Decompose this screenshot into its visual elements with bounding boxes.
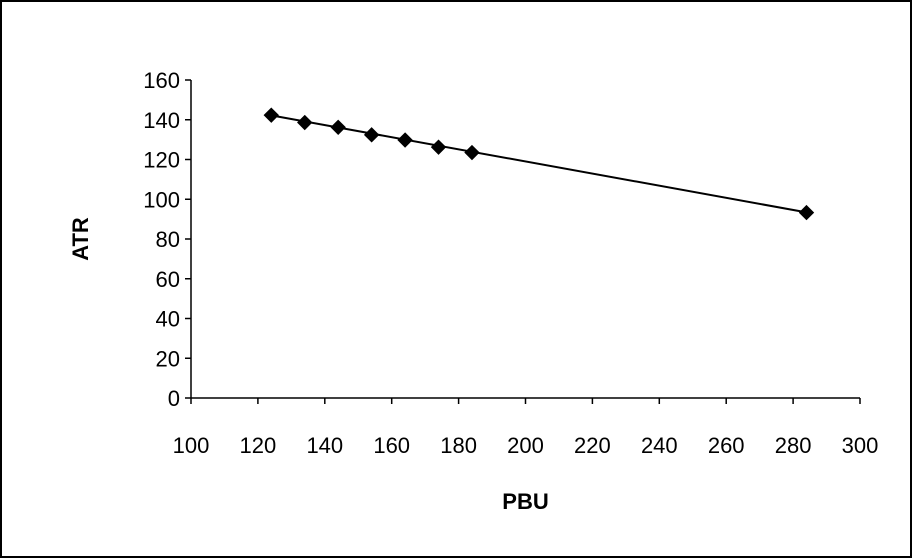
x-tick-label: 260: [708, 433, 745, 458]
data-point: [297, 114, 313, 131]
ticks-group: 0 20 40 60 80 100 120 140 160 100 120 140 160 180 200 2…: [143, 68, 878, 458]
y-tick-label: 100: [143, 187, 180, 212]
points-group: [263, 107, 815, 221]
axes-group: [190, 80, 860, 399]
x-tick-label: 280: [775, 433, 812, 458]
y-tick-label: 80: [156, 227, 180, 252]
x-tick-label: 240: [641, 433, 678, 458]
data-point: [397, 132, 413, 148]
data-point: [430, 139, 447, 155]
x-tick-label: 120: [240, 433, 277, 458]
trendline: [271, 114, 807, 214]
trendline-group: [271, 114, 807, 214]
data-point: [464, 144, 480, 161]
x-tick-label: 180: [440, 433, 477, 458]
x-tick-label: 140: [306, 433, 343, 458]
y-tick-label: 40: [156, 307, 180, 332]
y-tick-label: 60: [156, 267, 180, 292]
x-tick-label: 100: [173, 433, 210, 458]
data-point: [798, 204, 815, 221]
data-point: [263, 107, 279, 123]
y-axis-title: ATR: [68, 217, 93, 261]
y-tick-label: 20: [156, 346, 180, 371]
x-tick-label: 160: [373, 433, 410, 458]
y-tick-label: 160: [143, 68, 180, 93]
y-tick-label: 140: [143, 108, 180, 133]
x-tick-label: 200: [507, 433, 544, 458]
x-tick-label: 300: [842, 433, 879, 458]
data-point: [363, 127, 380, 143]
y-tick-label: 120: [143, 148, 180, 173]
x-axis-title: PBU: [502, 489, 548, 514]
y-tick-label: 0: [168, 386, 180, 411]
x-tick-label: 220: [574, 433, 611, 458]
data-point: [330, 119, 346, 136]
